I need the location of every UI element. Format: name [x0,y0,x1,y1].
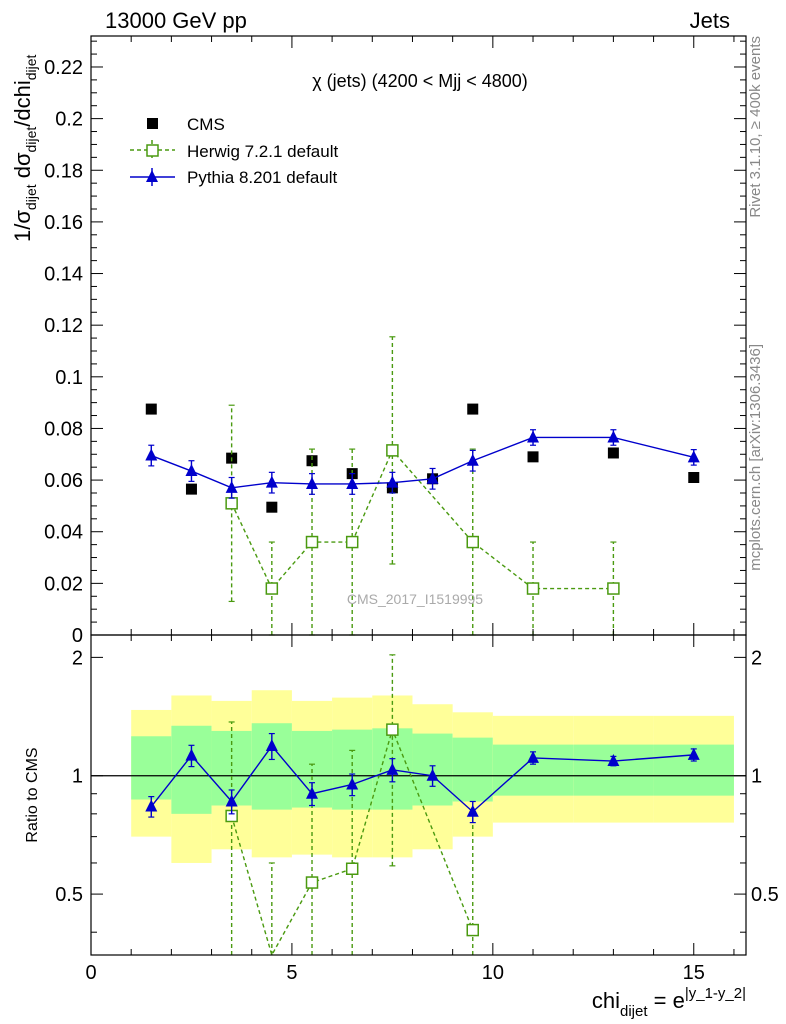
ratio-s0-point [386,723,399,736]
ratio-s1-point [145,799,158,812]
main-s0-point [145,403,157,415]
main-s1-point [345,535,359,549]
main-s0-point [185,483,197,495]
ratio-ytick-label-right: 0.5 [751,884,779,906]
main-s2-point [265,475,278,488]
main-ytick-label: 0.18 [44,160,83,182]
main-ytick-label: 0.1 [55,367,83,389]
xtick-label: 15 [683,962,705,984]
band-inner [131,736,172,800]
header-left-label: 13000 GeV pp [105,8,247,33]
main-s1-point [265,582,279,595]
main-s2-line [151,436,694,489]
main-s0-point [527,451,539,463]
main-s1-point [526,582,540,595]
main-s2-point [386,475,399,488]
ratio-s1-point [225,794,238,807]
main-s1-point [466,535,479,549]
legend-label-cms: CMS [187,115,225,134]
main-s0-point [306,455,318,467]
main-s1-line [231,449,614,590]
ratio-s0-point [345,862,359,876]
xtick-label: 5 [286,962,297,984]
main-ytick-label: 0.08 [44,418,83,440]
legend-marker-cms [147,118,158,129]
main-s2-point [687,450,700,463]
mcplots-label: mcplots.cern.ch [arXiv:1306.3436] [747,344,764,571]
main-s0-point [607,447,619,459]
ratio-s0-line [230,727,474,957]
x-axis-title: chidijet = e|y_1-y_2| [592,985,746,1020]
main-y-axis-title: 1/σdijet dσdijet/dchidijet [10,54,39,242]
legend-label-pythia: Pythia 8.201 default [187,168,338,187]
ratio-ytick-label-left: 1 [72,766,83,788]
main-s2-point [185,464,198,477]
ratio-s1-point [386,762,399,775]
chart-title: χ (jets) (4200 < Mjj < 4800) [312,71,528,91]
main-s1-point [225,497,238,510]
main-s0-point [688,472,700,484]
ratio-s0-point [466,923,479,937]
main-ytick-label: 0.16 [44,212,83,234]
xtick-label: 10 [482,962,504,984]
band-inner [171,725,212,814]
main-s0-point [467,403,479,415]
ratio-ytick-label-left: 0.5 [55,884,83,906]
ratio-s0-point [305,876,319,889]
main-ytick-label: 0.04 [44,522,83,544]
main-s2-point [145,448,158,461]
main-s0-point [266,501,278,513]
legend-marker-herwig [146,144,159,157]
main-ytick-label: 0.2 [55,109,83,131]
ratio-s1-point [687,747,700,760]
ratio-s1-point [185,748,198,761]
main-ytick-label: 0.12 [44,315,83,337]
main-s2-point [346,476,359,489]
ratio-ytick-label-right: 2 [751,647,762,669]
ratio-s1-line [150,744,694,813]
ratio-ytick-label-right: 1 [751,766,762,788]
rivet-label: Rivet 3.1.10, ≥ 400k events [747,36,764,218]
main-ytick-label: 0.02 [44,573,83,595]
tick-labels: 0 0.02 0.04 0.06 0.08 0.1 0.12 0.14 0.16 0.18 0.2 0… [44,57,779,984]
ratio-s1-point [466,804,479,817]
ratio-y-axis-title: Ratio to CMS [24,747,41,842]
xtick-label: 0 [85,962,96,984]
legend-label-herwig: Herwig 7.2.1 default [187,142,338,161]
watermark: CMS_2017_I1519995 [347,591,483,607]
main-s2-point [607,430,620,443]
main-s1-point [305,535,319,549]
main-ytick-label: 0.22 [44,57,83,79]
main-s2-point [527,430,540,443]
ratio-ytick-label-left: 2 [72,647,83,669]
ratio-s1-point [265,739,278,752]
main-ytick-label: 0.06 [44,470,83,492]
main-s1-point [607,582,620,595]
axes [90,35,747,956]
ratio-s1-point [346,777,359,790]
ratio-series [145,654,700,957]
main-ytick-label: 0.14 [44,264,83,286]
main-s2-point [225,480,238,493]
main-s1-point [386,444,399,457]
main-s2-point [426,471,439,484]
ratio-s1-point [426,768,439,781]
ratio-s1-point [607,754,620,767]
ratio-frame [90,634,747,956]
main-ytick-label: 0 [72,625,83,647]
legend: CMS Herwig 7.2.1 default Pythia 8.201 de… [130,115,338,187]
main-s2-point [466,453,479,466]
ratio-s1-point [527,750,540,763]
band-inner [573,744,654,796]
band-inner [452,737,493,802]
main-s2-point [306,476,319,489]
header-right-label: Jets [690,8,730,33]
ratio-s1-point [306,786,319,799]
legend-marker-pythia [146,170,158,182]
main-series [145,336,700,636]
